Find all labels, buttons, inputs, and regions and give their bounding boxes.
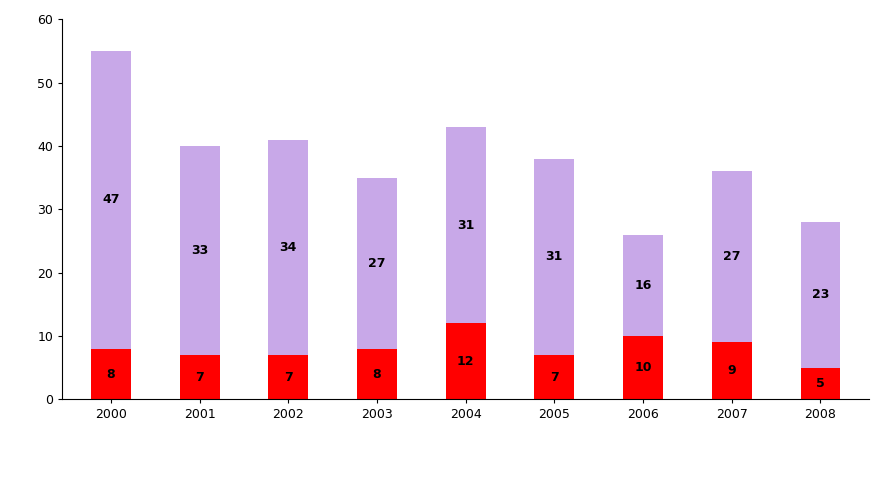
Bar xyxy=(445,127,485,323)
Text: 12: 12 xyxy=(456,355,474,368)
Bar xyxy=(179,146,219,355)
Text: 23: 23 xyxy=(811,288,828,301)
Text: 27: 27 xyxy=(368,257,385,270)
Text: 7: 7 xyxy=(195,371,204,384)
Bar xyxy=(90,51,131,349)
Text: 33: 33 xyxy=(190,244,208,257)
Text: 5: 5 xyxy=(815,377,824,390)
Text: 31: 31 xyxy=(545,250,563,263)
Text: 8: 8 xyxy=(106,368,115,380)
Bar xyxy=(356,178,397,349)
Bar xyxy=(622,336,662,399)
Bar xyxy=(533,355,574,399)
Bar xyxy=(90,349,131,399)
Text: 8: 8 xyxy=(372,368,381,380)
Bar xyxy=(799,222,839,368)
Text: 7: 7 xyxy=(549,371,558,384)
Bar xyxy=(179,355,219,399)
Text: 9: 9 xyxy=(727,364,735,377)
Text: 7: 7 xyxy=(284,371,292,384)
Text: 16: 16 xyxy=(633,279,651,292)
Bar xyxy=(445,323,485,399)
Bar xyxy=(622,235,662,336)
Text: 47: 47 xyxy=(102,193,120,206)
Text: 27: 27 xyxy=(722,250,740,263)
Bar xyxy=(799,368,839,399)
Text: 31: 31 xyxy=(456,219,474,232)
Bar xyxy=(356,349,397,399)
Text: 34: 34 xyxy=(279,241,297,254)
Bar xyxy=(711,342,750,399)
Text: 10: 10 xyxy=(633,361,651,374)
Bar xyxy=(533,159,574,355)
Bar xyxy=(268,355,307,399)
Bar xyxy=(268,140,307,355)
Bar xyxy=(711,171,750,342)
